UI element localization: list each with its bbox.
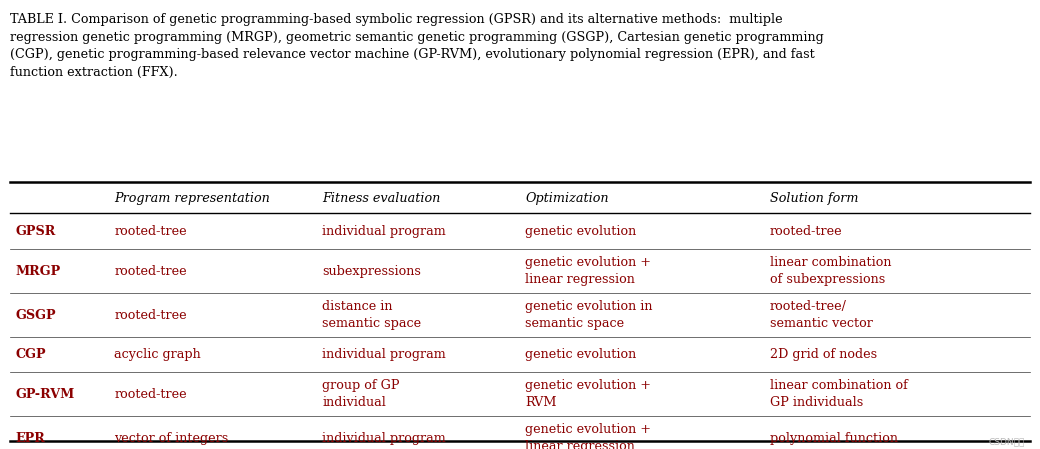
Text: MRGP: MRGP xyxy=(16,265,61,277)
Text: acyclic graph: acyclic graph xyxy=(114,348,201,361)
Text: CSDN博客: CSDN博客 xyxy=(988,438,1024,447)
Text: rooted-tree/
semantic vector: rooted-tree/ semantic vector xyxy=(770,300,873,330)
Text: Optimization: Optimization xyxy=(525,192,608,205)
Text: rooted-tree: rooted-tree xyxy=(114,309,187,321)
Text: rooted-tree: rooted-tree xyxy=(114,388,187,401)
Text: EPR: EPR xyxy=(16,432,46,445)
Text: genetic evolution +
linear regression: genetic evolution + linear regression xyxy=(525,256,651,286)
Text: Fitness evaluation: Fitness evaluation xyxy=(322,192,441,205)
Text: GPSR: GPSR xyxy=(16,225,56,238)
Text: Program representation: Program representation xyxy=(114,192,270,205)
Text: genetic evolution in
semantic space: genetic evolution in semantic space xyxy=(525,300,653,330)
Text: linear combination
of subexpressions: linear combination of subexpressions xyxy=(770,256,891,286)
Text: individual program: individual program xyxy=(322,225,446,238)
Text: polynomial function: polynomial function xyxy=(770,432,898,445)
Text: rooted-tree: rooted-tree xyxy=(114,225,187,238)
Text: subexpressions: subexpressions xyxy=(322,265,421,277)
Text: individual program: individual program xyxy=(322,432,446,445)
Text: 2D grid of nodes: 2D grid of nodes xyxy=(770,348,877,361)
Text: Solution form: Solution form xyxy=(770,192,858,205)
Text: vector of integers: vector of integers xyxy=(114,432,229,445)
Text: CGP: CGP xyxy=(16,348,46,361)
Text: rooted-tree: rooted-tree xyxy=(770,225,842,238)
Text: group of GP
individual: group of GP individual xyxy=(322,379,400,409)
Text: distance in
semantic space: distance in semantic space xyxy=(322,300,421,330)
Text: rooted-tree: rooted-tree xyxy=(114,265,187,277)
Text: individual program: individual program xyxy=(322,348,446,361)
Text: GSGP: GSGP xyxy=(16,309,56,321)
Text: genetic evolution: genetic evolution xyxy=(525,348,636,361)
Text: linear combination of
GP individuals: linear combination of GP individuals xyxy=(770,379,908,409)
Text: genetic evolution +
linear regression: genetic evolution + linear regression xyxy=(525,423,651,449)
Text: genetic evolution +
RVM: genetic evolution + RVM xyxy=(525,379,651,409)
Text: genetic evolution: genetic evolution xyxy=(525,225,636,238)
Text: TABLE I. Comparison of genetic programming-based symbolic regression (GPSR) and : TABLE I. Comparison of genetic programmi… xyxy=(10,13,824,79)
Text: GP-RVM: GP-RVM xyxy=(16,388,75,401)
